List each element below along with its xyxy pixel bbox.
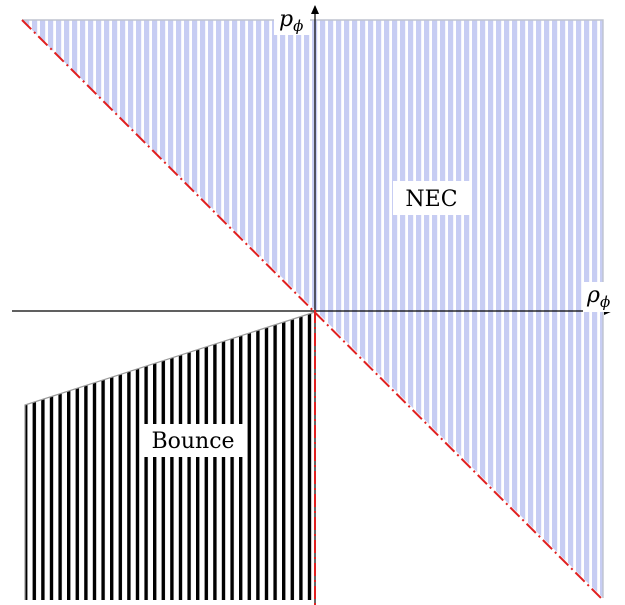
x-axis-label: ρϕ xyxy=(583,282,619,312)
svg-text:ρϕ: ρϕ xyxy=(586,283,610,311)
nec-region-border xyxy=(22,19,604,598)
svg-text:NEC: NEC xyxy=(405,187,457,212)
y-axis-label: pϕ xyxy=(274,5,310,35)
bounce-label: Bounce xyxy=(141,424,245,457)
bounce-region-border xyxy=(24,311,316,600)
nec-boundary-diagonal xyxy=(21,19,604,601)
svg-text:pϕ: pϕ xyxy=(279,7,303,35)
nec-region xyxy=(22,20,603,598)
svg-text:Bounce: Bounce xyxy=(151,429,234,454)
nec-label: NEC xyxy=(393,181,470,215)
